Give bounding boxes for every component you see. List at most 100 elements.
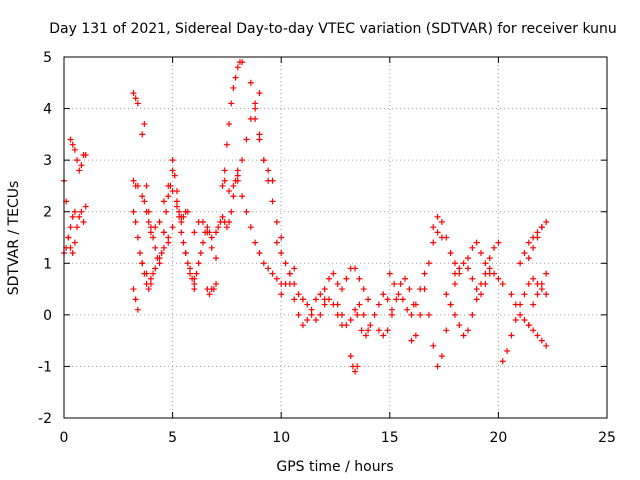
data-point-plus (239, 59, 246, 66)
data-point-plus (269, 177, 276, 184)
data-point-plus (291, 296, 298, 303)
data-point-plus (543, 219, 550, 226)
data-point-plus (150, 234, 157, 241)
data-point-plus (69, 213, 76, 220)
data-point-plus (139, 193, 146, 200)
data-point-plus (243, 136, 250, 143)
data-point-plus (386, 270, 393, 277)
y-tick-label: 1 (43, 256, 52, 272)
data-point-plus (147, 229, 154, 236)
data-point-plus (367, 322, 374, 329)
data-point-plus (521, 291, 528, 298)
data-point-plus (145, 286, 152, 293)
data-point-plus (158, 249, 165, 256)
data-point-plus (460, 260, 467, 267)
data-point-plus (137, 249, 144, 256)
data-point-plus (530, 275, 537, 282)
data-point-plus (76, 167, 83, 174)
x-tick-label: 10 (272, 430, 290, 446)
data-point-plus (226, 188, 233, 195)
data-point-plus (380, 332, 387, 339)
data-point-plus (141, 198, 148, 205)
data-point-plus (165, 239, 172, 246)
data-point-plus (530, 244, 537, 251)
data-point-plus (226, 121, 233, 128)
data-point-plus (512, 301, 519, 308)
data-point-plus (71, 239, 78, 246)
data-point-plus (402, 275, 409, 282)
data-point-plus (339, 311, 346, 318)
data-point-plus (325, 275, 332, 282)
data-point-plus (256, 136, 263, 143)
data-point-plus (69, 141, 76, 148)
data-point-plus (478, 291, 485, 298)
data-point-plus (71, 146, 78, 153)
data-point-plus (447, 249, 454, 256)
data-point-plus (371, 311, 378, 318)
data-point-plus (173, 198, 180, 205)
data-point-plus (173, 203, 180, 210)
data-point-plus (67, 224, 74, 231)
data-point-plus (295, 311, 302, 318)
data-point-plus (443, 291, 450, 298)
data-point-plus (143, 270, 150, 277)
data-point-plus (393, 296, 400, 303)
data-point-plus (132, 296, 139, 303)
data-point-plus (193, 270, 200, 277)
data-point-plus (384, 296, 391, 303)
data-point-plus (525, 239, 532, 246)
data-point-plus (434, 363, 441, 370)
data-point-plus (150, 270, 157, 277)
data-point-plus (495, 239, 502, 246)
data-point-plus (208, 244, 215, 251)
data-point-plus (180, 239, 187, 246)
y-tick-label: 0 (43, 308, 52, 324)
data-point-plus (543, 291, 550, 298)
data-point-plus (130, 208, 137, 215)
data-point-plus (321, 286, 328, 293)
data-point-plus (215, 224, 222, 231)
axes: 0 5 10 15 20 25 -2 -1 0 1 2 3 4 5 (38, 50, 616, 446)
data-point-plus (434, 213, 441, 220)
data-point-plus (265, 167, 272, 174)
data-point-plus (330, 270, 337, 277)
data-point-plus (304, 301, 311, 308)
data-point-plus (169, 157, 176, 164)
data-point-plus (430, 239, 437, 246)
y-tick-label: 5 (43, 50, 52, 66)
data-point-plus (273, 275, 280, 282)
data-point-plus (78, 162, 85, 169)
data-point-plus (223, 224, 230, 231)
data-point-plus (234, 172, 241, 179)
data-point-plus (152, 244, 159, 251)
data-point-plus (243, 208, 250, 215)
data-point-plus (147, 275, 154, 282)
data-point-plus (252, 100, 259, 107)
x-tick-label: 0 (60, 430, 69, 446)
data-point-plus (380, 291, 387, 298)
data-point-plus (219, 213, 226, 220)
data-point-plus (278, 291, 285, 298)
y-tick-label: 3 (43, 153, 52, 169)
data-point-plus (360, 286, 367, 293)
data-point-plus (334, 280, 341, 287)
data-point-plus (464, 255, 471, 262)
data-point-plus (304, 317, 311, 324)
data-point-plus (478, 280, 485, 287)
data-point-plus (78, 208, 85, 215)
data-point-plus (525, 322, 532, 329)
data-point-plus (356, 301, 363, 308)
data-point-plus (434, 229, 441, 236)
data-point-plus (451, 270, 458, 277)
data-point-plus (130, 177, 137, 184)
data-point-plus (286, 270, 293, 277)
data-point-plus (156, 255, 163, 262)
data-point-plus (482, 270, 489, 277)
data-point-plus (521, 317, 528, 324)
data-point-plus (421, 286, 428, 293)
data-point-plus (171, 172, 178, 179)
x-axis-label: GPS time / hours (276, 459, 393, 475)
data-point-plus (412, 332, 419, 339)
data-point-plus (443, 327, 450, 334)
